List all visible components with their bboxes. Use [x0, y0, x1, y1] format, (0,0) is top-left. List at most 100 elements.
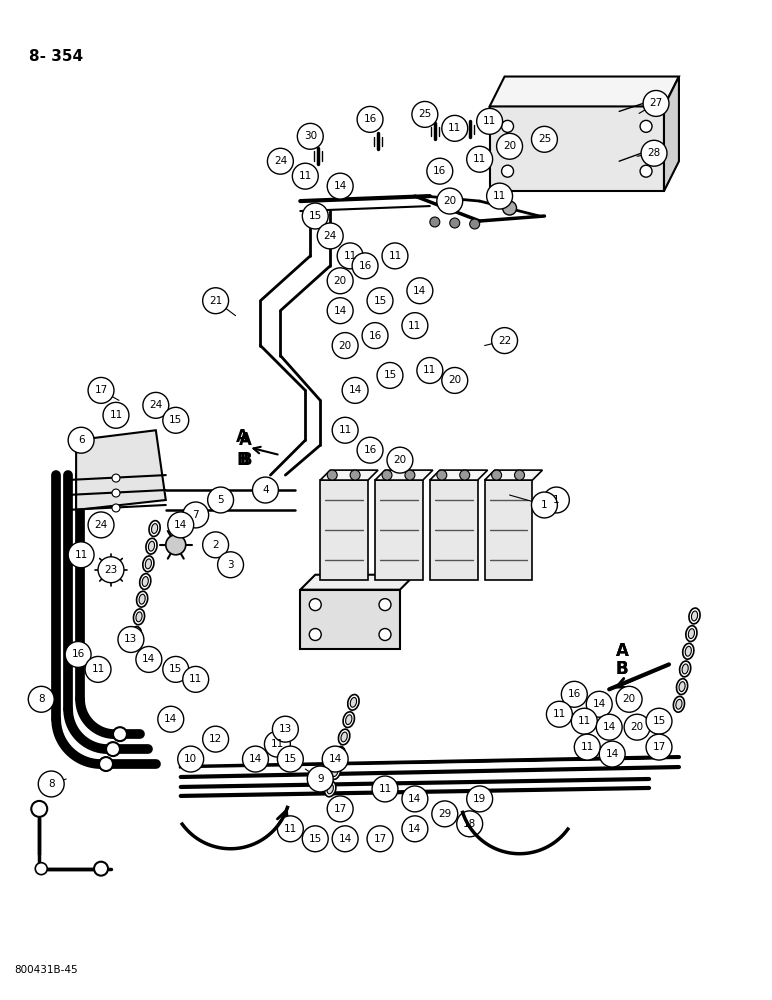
Circle shape — [492, 470, 502, 480]
Polygon shape — [300, 590, 400, 649]
Circle shape — [430, 217, 440, 227]
Ellipse shape — [142, 577, 148, 586]
Ellipse shape — [676, 679, 688, 695]
Circle shape — [379, 599, 391, 611]
Circle shape — [450, 218, 460, 228]
Circle shape — [218, 552, 243, 578]
Ellipse shape — [146, 538, 157, 554]
Ellipse shape — [682, 664, 689, 674]
Circle shape — [208, 487, 234, 513]
Circle shape — [574, 734, 600, 760]
Ellipse shape — [689, 629, 695, 639]
Text: 11: 11 — [448, 123, 462, 133]
Circle shape — [599, 741, 625, 767]
Circle shape — [332, 826, 358, 852]
Text: 20: 20 — [443, 196, 456, 206]
Circle shape — [543, 487, 569, 513]
Circle shape — [357, 437, 383, 463]
Ellipse shape — [350, 697, 357, 707]
Polygon shape — [375, 480, 423, 580]
Polygon shape — [489, 106, 664, 191]
Circle shape — [32, 801, 47, 817]
Text: 14: 14 — [339, 834, 352, 844]
Text: 2: 2 — [212, 540, 219, 550]
Text: 16: 16 — [358, 261, 371, 271]
Circle shape — [596, 714, 622, 740]
Ellipse shape — [679, 661, 691, 677]
Text: 24: 24 — [323, 231, 337, 241]
Circle shape — [98, 557, 124, 583]
Circle shape — [640, 120, 652, 132]
Circle shape — [547, 701, 572, 727]
Text: 16: 16 — [433, 166, 446, 176]
Text: 25: 25 — [418, 109, 432, 119]
Text: 23: 23 — [104, 565, 117, 575]
Text: 14: 14 — [334, 306, 347, 316]
Text: 20: 20 — [449, 375, 462, 385]
Text: 11: 11 — [284, 824, 297, 834]
Circle shape — [496, 133, 523, 159]
Circle shape — [514, 470, 524, 480]
Text: 14: 14 — [413, 286, 426, 296]
Circle shape — [469, 219, 479, 229]
Circle shape — [342, 377, 368, 403]
Text: 16: 16 — [72, 649, 85, 659]
Ellipse shape — [143, 556, 154, 572]
Circle shape — [327, 298, 353, 324]
Circle shape — [327, 268, 353, 294]
Circle shape — [265, 731, 290, 757]
Text: A: A — [616, 642, 628, 660]
Text: 18: 18 — [463, 819, 476, 829]
Text: 8: 8 — [38, 694, 45, 704]
Text: 11: 11 — [577, 716, 591, 726]
Circle shape — [402, 816, 428, 842]
Polygon shape — [430, 470, 488, 480]
Polygon shape — [489, 77, 679, 106]
Text: 14: 14 — [408, 794, 422, 804]
Text: 11: 11 — [553, 709, 566, 719]
Ellipse shape — [151, 524, 157, 533]
Circle shape — [437, 188, 462, 214]
Circle shape — [277, 816, 303, 842]
Circle shape — [467, 146, 493, 172]
Text: 11: 11 — [339, 425, 352, 435]
Circle shape — [242, 746, 269, 772]
Text: 20: 20 — [631, 722, 644, 732]
Circle shape — [646, 734, 672, 760]
Circle shape — [503, 201, 516, 215]
Ellipse shape — [689, 608, 700, 624]
Circle shape — [467, 786, 493, 812]
Text: 13: 13 — [279, 724, 292, 734]
Circle shape — [322, 746, 348, 772]
Text: 15: 15 — [374, 296, 387, 306]
Circle shape — [641, 140, 667, 166]
Circle shape — [332, 333, 358, 359]
Circle shape — [68, 542, 94, 568]
Circle shape — [437, 470, 447, 480]
Circle shape — [377, 362, 403, 388]
Circle shape — [640, 165, 652, 177]
Text: 11: 11 — [299, 171, 312, 181]
Text: 14: 14 — [142, 654, 155, 664]
Ellipse shape — [673, 696, 685, 712]
Circle shape — [442, 115, 468, 141]
Circle shape — [94, 862, 108, 876]
Circle shape — [88, 377, 114, 403]
Circle shape — [65, 641, 91, 667]
Ellipse shape — [130, 627, 141, 642]
Polygon shape — [485, 480, 533, 580]
Text: 3: 3 — [227, 560, 234, 570]
Circle shape — [476, 108, 503, 134]
Circle shape — [402, 786, 428, 812]
Text: B: B — [239, 451, 252, 469]
Text: 14: 14 — [334, 181, 347, 191]
Ellipse shape — [686, 626, 697, 642]
Circle shape — [417, 358, 443, 383]
Circle shape — [310, 599, 321, 611]
Circle shape — [412, 101, 438, 127]
Circle shape — [112, 474, 120, 482]
Text: 16: 16 — [364, 114, 377, 124]
Circle shape — [183, 666, 208, 692]
Circle shape — [203, 726, 229, 752]
Circle shape — [29, 686, 54, 712]
